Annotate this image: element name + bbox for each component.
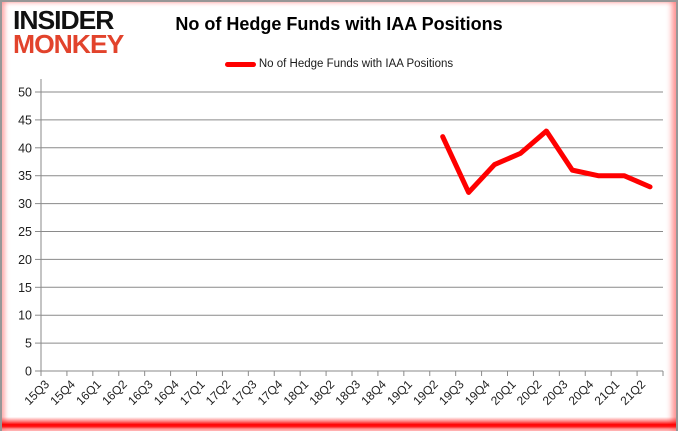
y-axis-tick-label: 25 — [18, 225, 32, 239]
x-axis-tick-label: 20Q3 — [540, 377, 571, 408]
chart-title: No of Hedge Funds with IAA Positions — [175, 14, 503, 34]
x-axis-tick-label: 19Q2 — [410, 377, 441, 408]
y-axis-tick-label: 40 — [18, 141, 32, 155]
legend-line-swatch — [224, 61, 256, 67]
y-axis-tick-label: 30 — [18, 197, 32, 211]
legend: No of Hedge Funds with IAA Positions — [2, 56, 676, 72]
x-axis-tick-label: 19Q3 — [436, 377, 467, 408]
y-axis-tick-label: 50 — [18, 86, 32, 100]
x-axis-tick-label: 16Q3 — [125, 377, 156, 408]
y-axis-tick-label: 20 — [18, 253, 32, 267]
x-axis-tick-label: 20Q4 — [566, 377, 597, 408]
y-axis-tick-label: 15 — [18, 281, 32, 295]
x-axis-tick-label: 18Q2 — [307, 377, 338, 408]
logo-monkey-text: MONKEY — [13, 28, 124, 59]
x-axis-tick-label: 21Q1 — [592, 377, 623, 408]
y-axis-tick-label: 35 — [18, 169, 32, 183]
x-axis-tick-label: 17Q3 — [229, 377, 260, 408]
x-axis-tick-label: 17Q2 — [203, 377, 234, 408]
x-axis-tick-label: 18Q1 — [281, 377, 312, 408]
x-axis-tick-label: 16Q1 — [73, 377, 104, 408]
x-axis-tick-label: 16Q2 — [99, 377, 130, 408]
x-axis-tick-label: 20Q1 — [488, 377, 519, 408]
y-axis-tick-label: 45 — [18, 113, 32, 127]
x-axis-tick-label: 16Q4 — [151, 377, 182, 408]
y-axis-tick-label: 10 — [18, 309, 32, 323]
x-axis-tick-label: 19Q4 — [462, 377, 493, 408]
x-axis-tick-label: 18Q4 — [358, 377, 389, 408]
x-axis-tick-label: 15Q4 — [47, 377, 78, 408]
x-axis-tick-label: 15Q3 — [21, 377, 52, 408]
x-axis-tick-label: 21Q2 — [618, 377, 649, 408]
x-axis-tick-label: 17Q4 — [255, 377, 286, 408]
data-line-series — [440, 128, 653, 195]
y-axis-tick-label: 0 — [25, 365, 32, 379]
x-axis-tick-label: 17Q1 — [177, 377, 208, 408]
x-axis-tick-label: 19Q1 — [384, 377, 415, 408]
insider-monkey-logo: INSIDER MONKEY — [13, 5, 124, 59]
x-axis-tick-label: 20Q2 — [514, 377, 545, 408]
y-axis-tick-label: 5 — [25, 337, 32, 351]
legend-label: No of Hedge Funds with IAA Positions — [258, 58, 454, 70]
x-axis-tick-label: 18Q3 — [332, 377, 363, 408]
logo-insider-text: INSIDER — [13, 5, 114, 35]
